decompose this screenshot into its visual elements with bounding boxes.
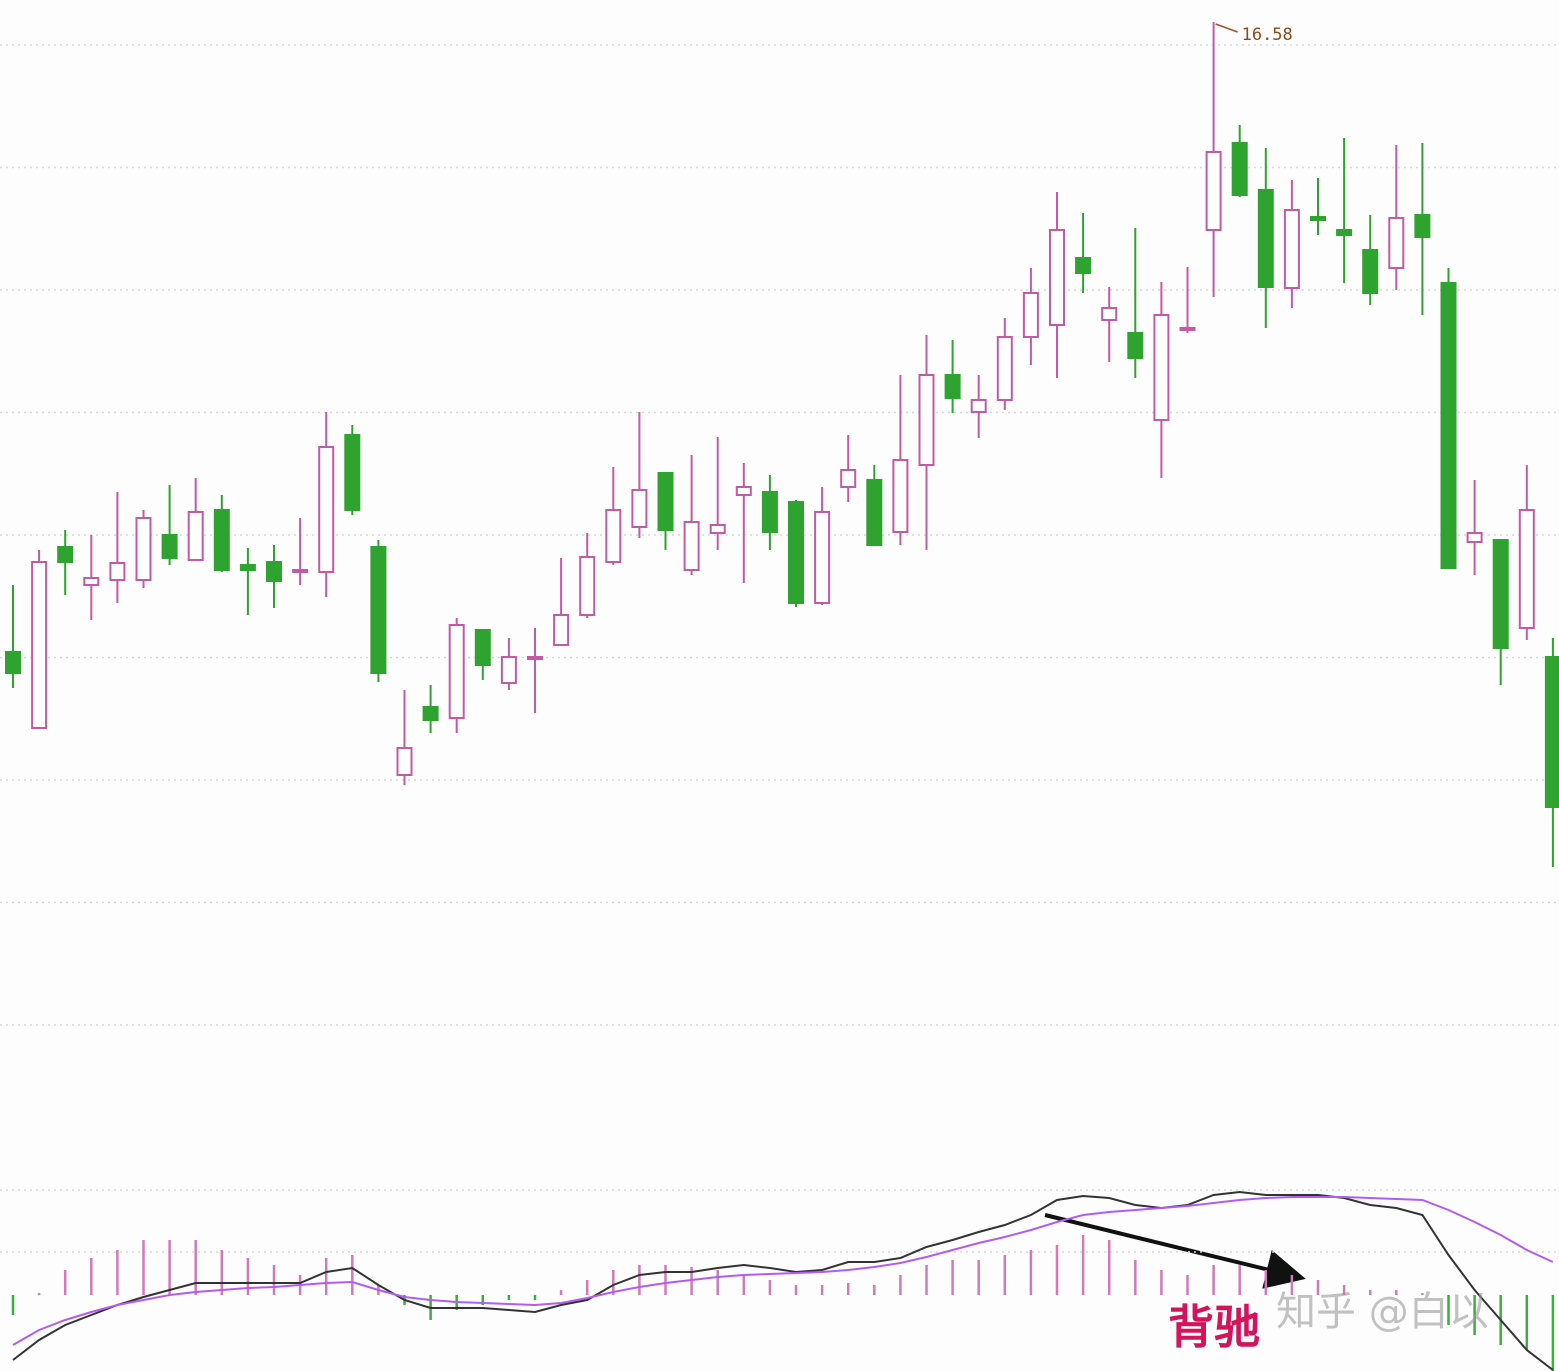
candle-body bbox=[109, 562, 126, 581]
candle-body bbox=[213, 509, 230, 571]
candle-body bbox=[1388, 217, 1405, 269]
candle-body bbox=[1310, 216, 1326, 221]
candle-body bbox=[527, 656, 543, 660]
candle-body bbox=[814, 511, 831, 604]
candle-body bbox=[709, 524, 726, 534]
candle-body bbox=[1466, 532, 1483, 543]
candle-body bbox=[1362, 249, 1379, 294]
candle-body bbox=[1022, 292, 1039, 338]
candle-body bbox=[448, 624, 465, 719]
candle-body bbox=[500, 656, 517, 684]
annotation: 背驰 bbox=[1168, 1300, 1260, 1354]
candle-body bbox=[1414, 214, 1431, 238]
candle-body bbox=[1544, 656, 1559, 808]
candle-body bbox=[1336, 229, 1353, 236]
candle-body bbox=[161, 534, 178, 559]
candle-body bbox=[422, 706, 439, 721]
candle-body bbox=[239, 564, 256, 571]
candle-body bbox=[735, 486, 752, 496]
watermark: 知乎 @白以 bbox=[1276, 1289, 1489, 1335]
candle-body bbox=[918, 374, 935, 466]
candle-body bbox=[1049, 229, 1065, 326]
candle-body bbox=[396, 747, 413, 776]
candle-body bbox=[5, 651, 21, 674]
candle-body bbox=[1492, 539, 1509, 649]
max-pointer bbox=[1215, 23, 1238, 33]
candle-body bbox=[1518, 509, 1535, 629]
candle-body bbox=[370, 546, 387, 674]
candle-body bbox=[57, 546, 74, 563]
candle-body bbox=[292, 569, 309, 573]
candle-body bbox=[657, 472, 674, 531]
candle-body bbox=[1127, 332, 1144, 359]
candle-body bbox=[1179, 327, 1196, 331]
candle-body bbox=[996, 336, 1013, 401]
candle-body bbox=[1101, 307, 1118, 321]
divergence-arrow bbox=[1044, 1213, 1306, 1289]
candle-body bbox=[631, 489, 648, 528]
candle-body bbox=[605, 509, 622, 563]
candle-body bbox=[474, 629, 491, 666]
candle-body bbox=[1205, 151, 1222, 231]
candle-body bbox=[83, 577, 100, 586]
candle-body bbox=[683, 521, 700, 571]
candle-body bbox=[1257, 189, 1274, 288]
candle-body bbox=[970, 399, 987, 413]
candle-body bbox=[944, 374, 961, 399]
candle-body bbox=[31, 561, 48, 729]
candle-body bbox=[135, 517, 152, 581]
candle-body bbox=[1283, 209, 1300, 289]
candle-body bbox=[579, 556, 596, 616]
candle-body bbox=[761, 491, 778, 533]
candle-body bbox=[318, 446, 335, 573]
candle-body bbox=[553, 614, 570, 646]
candle-body bbox=[266, 561, 282, 582]
macd-line bbox=[12, 1190, 1554, 1371]
candle-body bbox=[1153, 314, 1170, 421]
candle-body bbox=[866, 479, 883, 546]
candle-body bbox=[1231, 142, 1248, 196]
candle-body bbox=[788, 501, 804, 604]
candle-body bbox=[1075, 257, 1092, 274]
candle-body bbox=[344, 434, 361, 511]
candle-body bbox=[840, 469, 857, 488]
candle-body bbox=[1440, 282, 1457, 569]
candle-body bbox=[892, 459, 909, 533]
max-label: 16.58 bbox=[1242, 25, 1293, 45]
macd-line bbox=[12, 1196, 1554, 1346]
candle-body bbox=[187, 511, 204, 561]
